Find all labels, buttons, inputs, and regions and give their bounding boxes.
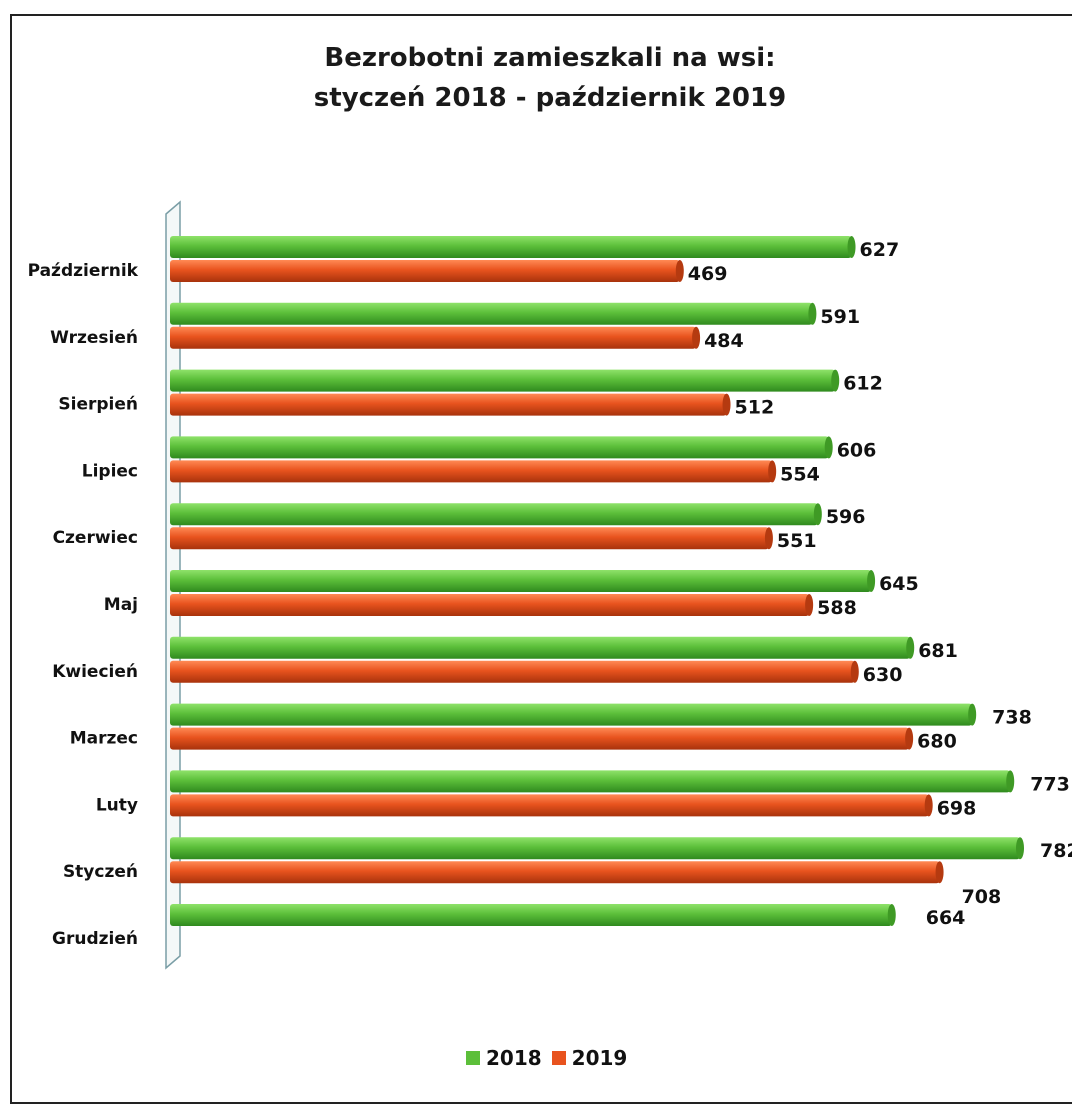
- bar-end-2019: [722, 393, 731, 416]
- value-labels: 627 469 591 484 612 512 606 554 596 551 645 588 681 6…: [688, 239, 1072, 929]
- bar-2018: [170, 503, 818, 526]
- category-label: Marzec: [70, 729, 138, 749]
- category-label: Luty: [96, 795, 138, 815]
- category-labels: Październik Wrzesień Sierpień Lipiec Czerwie…: [28, 261, 139, 949]
- value-label-2019: 484: [704, 330, 744, 352]
- category-label: Styczeń: [63, 862, 138, 882]
- bar-2019: [170, 460, 773, 483]
- category-label: Sierpień: [58, 395, 138, 415]
- bar-2018: [170, 302, 813, 325]
- bar-end-2019: [935, 861, 944, 884]
- value-label-2018: 681: [918, 640, 958, 662]
- bar-2018: [170, 570, 872, 592]
- bar-end-2018: [847, 236, 856, 258]
- bars-group: [170, 236, 1024, 926]
- bar-end-2019: [768, 460, 777, 483]
- bar-2018: [170, 369, 836, 392]
- legend-entry-2019: 2019: [551, 1046, 628, 1070]
- bar-end-2018: [887, 904, 896, 926]
- bar-2018: [170, 436, 829, 459]
- bar-end-2018: [867, 570, 876, 592]
- value-label-2019: 708: [962, 886, 1002, 908]
- chart-title-line1: Bezrobotni zamieszkali na wsi:: [324, 43, 776, 73]
- value-label-2019: 551: [777, 530, 817, 552]
- category-label: Październik: [28, 261, 139, 281]
- legend-label-2018: 2018: [486, 1046, 542, 1070]
- value-label-2018: 606: [837, 439, 877, 461]
- bar-end-2018: [808, 302, 817, 325]
- bar-2019: [170, 260, 680, 282]
- bar-end-2019: [675, 260, 684, 282]
- bar-2019: [170, 527, 769, 550]
- bar-end-2018: [824, 436, 833, 459]
- bar-end-2018: [831, 369, 840, 392]
- value-label-2018: 738: [992, 707, 1032, 729]
- bar-2019: [170, 393, 727, 416]
- bar-2019: [170, 861, 940, 884]
- value-label-2018: 664: [926, 907, 966, 929]
- legend: 2018 2019: [466, 1046, 627, 1070]
- category-label: Lipiec: [82, 461, 138, 481]
- legend-label-2019: 2019: [571, 1046, 628, 1070]
- category-label: Wrzesień: [50, 328, 138, 348]
- bar-end-2018: [813, 503, 822, 526]
- value-label-2018: 612: [843, 373, 883, 395]
- bar-2019: [170, 794, 929, 817]
- chart-title: Bezrobotni zamieszkali na wsi: styczeń 2…: [0, 38, 1072, 118]
- bar-2018: [170, 837, 1020, 860]
- value-label-2018: 645: [879, 573, 919, 595]
- value-label-2019: 469: [688, 263, 728, 285]
- bar-end-2018: [1016, 837, 1024, 860]
- value-label-2018: 773: [1030, 773, 1070, 795]
- bar-end-2019: [805, 594, 814, 616]
- bar-end-2019: [905, 727, 914, 750]
- value-label-2018: 591: [820, 306, 860, 328]
- bar-end-2018: [1006, 770, 1015, 793]
- bar-2018: [170, 636, 911, 659]
- bar-end-2018: [906, 636, 915, 659]
- bar-2019: [170, 660, 855, 683]
- bar-2018: [170, 770, 1011, 793]
- bar-2018: [170, 904, 892, 926]
- bar-2019: [170, 326, 697, 349]
- value-label-2019: 512: [735, 397, 775, 419]
- value-label-2018: 596: [826, 506, 866, 528]
- bar-2018: [170, 236, 852, 258]
- value-label-2019: 630: [863, 664, 903, 686]
- legend-entry-2018: 2018: [466, 1046, 542, 1070]
- value-label-2019: 698: [937, 797, 977, 819]
- category-label: Kwiecień: [52, 662, 138, 682]
- bar-2019: [170, 594, 810, 616]
- category-label: Grudzień: [52, 929, 138, 949]
- value-label-2018: 627: [860, 239, 900, 261]
- bar-end-2019: [850, 660, 859, 683]
- bar-2018: [170, 703, 973, 726]
- value-label-2019: 588: [817, 597, 857, 619]
- value-label-2018: 782: [1040, 840, 1072, 862]
- bar-end-2018: [968, 703, 977, 726]
- value-label-2019: 554: [780, 463, 820, 485]
- chart-title-line2: styczeń 2018 - październik 2019: [313, 83, 787, 113]
- legend-swatch-green: [466, 1051, 480, 1065]
- category-label: Maj: [104, 595, 138, 615]
- bar-end-2019: [924, 794, 933, 817]
- value-label-2019: 680: [917, 731, 957, 753]
- bar-2019: [170, 727, 910, 750]
- category-label: Czerwiec: [53, 528, 138, 548]
- legend-swatch-orange: [551, 1051, 566, 1065]
- bar-end-2019: [764, 527, 773, 550]
- bar-end-2019: [692, 326, 701, 349]
